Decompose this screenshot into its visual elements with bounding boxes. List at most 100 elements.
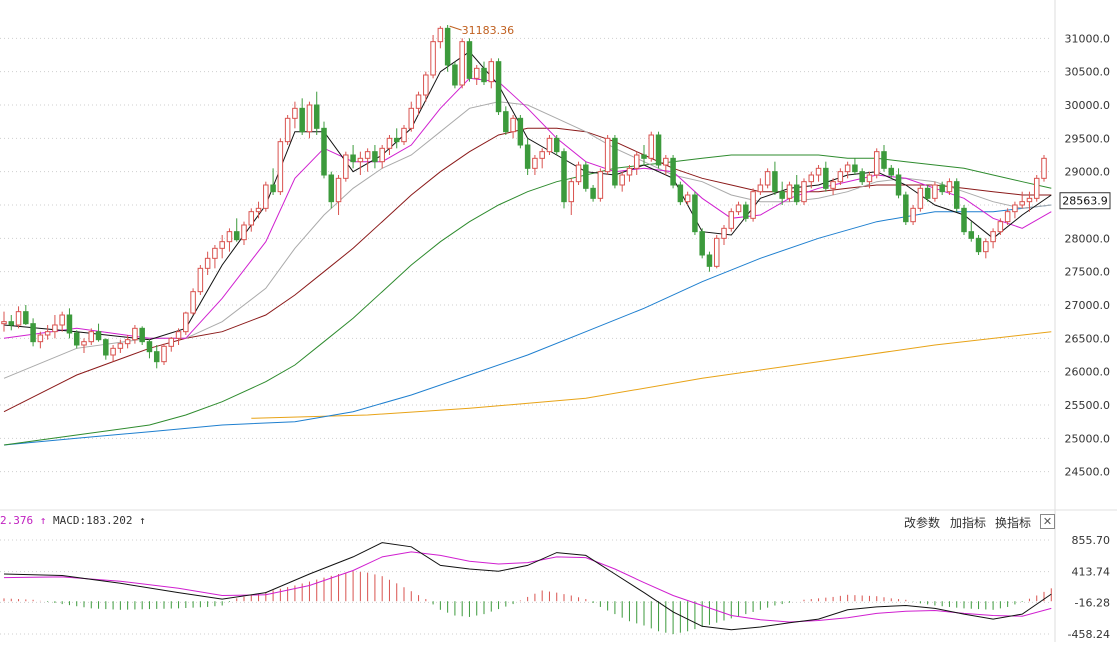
candle-up <box>932 184 938 199</box>
candle-up <box>88 331 95 343</box>
candle-up <box>110 347 116 356</box>
candle-up <box>539 151 545 159</box>
candle-up <box>568 181 575 203</box>
candle-down <box>495 61 502 113</box>
macd-value: MACD:183.202 <box>53 514 133 527</box>
candle-up <box>786 184 793 199</box>
ma-line-ma60 <box>3 154 1052 446</box>
candle-up <box>190 291 196 314</box>
candle-up <box>81 341 87 346</box>
main-y-tick-label: 25000.0 <box>1065 432 1111 445</box>
candle-up <box>488 61 495 83</box>
candle-down <box>793 184 800 203</box>
candle-down <box>583 164 589 189</box>
candle-down <box>553 137 560 153</box>
candle-up <box>284 117 291 143</box>
candle-up <box>263 184 269 209</box>
candle-up <box>292 107 298 119</box>
candle-up <box>1033 177 1040 199</box>
candle-up <box>728 211 735 229</box>
candle-down <box>524 144 531 169</box>
candle-up <box>124 339 131 345</box>
candle-up <box>226 231 233 243</box>
candle-down <box>23 311 29 325</box>
candle-down <box>66 314 73 334</box>
candle-up <box>750 191 756 219</box>
ma-line-ma10 <box>3 77 1052 339</box>
candle-down <box>561 151 567 203</box>
candle-down <box>372 151 378 163</box>
candle-down <box>743 204 749 219</box>
candle-up <box>255 207 262 213</box>
candle-up <box>633 154 640 169</box>
macd-dif-arrow-icon: ↑ <box>39 514 47 527</box>
candle-down <box>233 231 240 241</box>
candle-down <box>30 323 36 343</box>
candle-up <box>132 327 138 341</box>
candle-up <box>379 147 385 163</box>
main-y-tick-label: 31000.0 <box>1065 32 1111 45</box>
candle-up <box>873 151 880 176</box>
main-y-tick-label: 27500.0 <box>1065 266 1111 279</box>
macd-value-label: 2.376 ↑ MACD:183.202 ↑ <box>0 514 146 527</box>
candle-down <box>968 231 975 239</box>
candle-up <box>735 204 742 213</box>
candle-down <box>779 191 785 199</box>
candle-up <box>306 104 313 133</box>
candle-up <box>1 321 7 325</box>
candle-up <box>473 67 480 79</box>
candle-up <box>532 157 538 169</box>
candle-down <box>139 327 145 343</box>
macd-dif-line <box>3 542 1052 631</box>
candle-up <box>1026 197 1033 203</box>
add-indicator-button[interactable]: 加指标 <box>950 516 987 530</box>
candle-down <box>321 127 327 176</box>
macd-y-tick-label: -16.28 <box>1075 596 1110 609</box>
candle-up <box>684 194 691 203</box>
candle-down <box>466 41 473 79</box>
candle-up <box>357 157 364 163</box>
candle-down <box>859 171 865 183</box>
change-params-button[interactable]: 改参数 <box>904 516 941 530</box>
candle-up <box>663 157 669 166</box>
main-y-tick-label: 27000.0 <box>1065 299 1111 312</box>
candle-up <box>1012 204 1018 213</box>
candle-up <box>575 164 582 183</box>
close-indicator-button[interactable]: ✕ <box>1040 514 1055 529</box>
candle-down <box>895 174 902 196</box>
candle-up <box>248 211 255 226</box>
candle-up <box>837 171 844 183</box>
candle-down <box>103 339 109 356</box>
candle-up <box>983 241 989 253</box>
ma-line-ma250 <box>251 331 1052 419</box>
candle-down <box>677 184 684 203</box>
candle-down <box>881 151 887 169</box>
ma-line-ma5 <box>3 51 1052 341</box>
candle-down <box>852 164 858 173</box>
candle-up <box>990 231 996 243</box>
candle-up <box>510 117 516 133</box>
candle-down <box>612 137 618 186</box>
candle-up <box>866 174 873 183</box>
current-price-box <box>1059 192 1111 210</box>
candle-up <box>37 334 44 343</box>
candle-up <box>430 41 436 76</box>
candle-up <box>161 345 167 363</box>
candle-up <box>168 337 175 347</box>
macd-dif-value: 2.376 <box>0 514 34 527</box>
candle-down <box>481 67 487 83</box>
candle-down <box>503 111 509 133</box>
candle-down <box>350 154 356 163</box>
candle-down <box>270 184 276 193</box>
candle-down <box>313 104 320 129</box>
candle-up <box>401 127 407 143</box>
candle-up <box>546 137 553 153</box>
switch-indicator-button[interactable]: 换指标 <box>995 516 1032 530</box>
candle-up <box>910 207 916 223</box>
candle-up <box>808 174 815 183</box>
candle-up <box>15 311 22 326</box>
candle-up <box>423 74 429 96</box>
candle-down <box>924 187 931 199</box>
